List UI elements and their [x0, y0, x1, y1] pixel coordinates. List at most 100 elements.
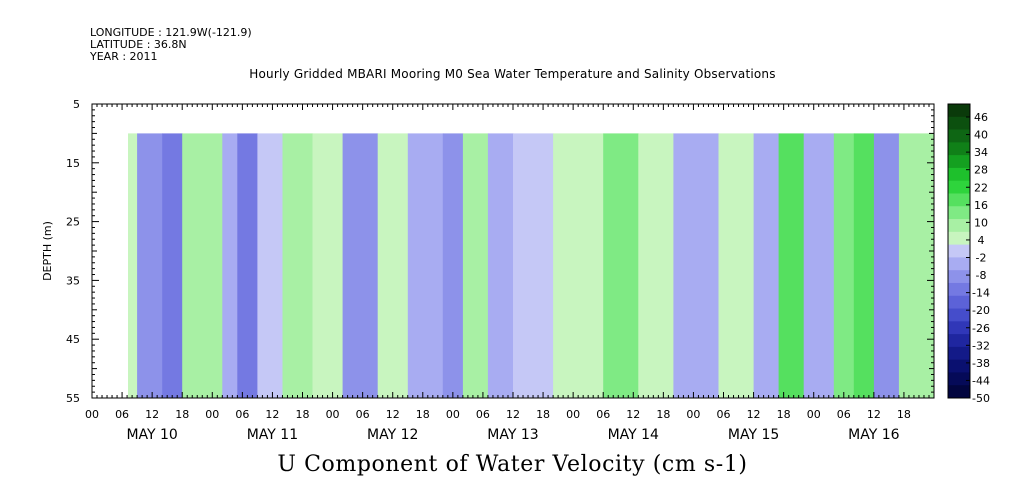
heatmap-band — [407, 133, 444, 398]
colorbar-label: 34 — [974, 146, 988, 159]
colorbar-label: -2 — [976, 252, 987, 265]
y-tick-label: 25 — [66, 216, 80, 229]
x-day-label: MAY 16 — [848, 427, 899, 443]
heatmap-band — [222, 133, 238, 398]
x-day-label: MAY 10 — [126, 427, 177, 443]
colorbar-swatch — [948, 346, 970, 361]
y-tick-label: 5 — [73, 98, 80, 111]
x-day-label: MAY 15 — [728, 427, 779, 443]
heatmap-field — [128, 133, 934, 398]
heatmap-band — [803, 133, 835, 398]
x-hour-label: 00 — [326, 408, 340, 421]
colorbar-swatch — [948, 129, 970, 143]
colorbar-swatch — [948, 270, 970, 284]
x-hour-label: 18 — [296, 408, 310, 421]
colorbar-swatch — [948, 321, 970, 335]
colorbar-label: -50 — [972, 392, 990, 405]
colorbar-swatch — [948, 282, 970, 297]
x-hour-label: 12 — [386, 408, 400, 421]
heatmap-band — [638, 133, 674, 398]
colorbar-swatch — [948, 308, 970, 322]
x-day-label: MAY 13 — [487, 427, 538, 443]
heatmap-band — [282, 133, 314, 398]
x-hour-label: 18 — [777, 408, 791, 421]
heatmap-band — [462, 133, 489, 398]
x-hour-label: 06 — [596, 408, 610, 421]
x-hour-label: 00 — [85, 408, 99, 421]
colorbar-swatch — [948, 359, 970, 373]
heatmap-band — [603, 133, 639, 398]
heatmap-band — [873, 133, 900, 398]
colorbar-swatch — [948, 180, 970, 194]
x-hour-label: 18 — [656, 408, 670, 421]
colorbar-swatch — [948, 104, 970, 118]
heatmap-band — [853, 133, 875, 398]
variable-label: U Component of Water Velocity (cm s-1) — [277, 452, 748, 477]
y-tick-label: 35 — [66, 274, 80, 287]
colorbar-label: 46 — [974, 111, 988, 124]
year-label: YEAR : 2011 — [90, 50, 158, 63]
x-hour-label: 12 — [747, 408, 761, 421]
heatmap-band — [442, 133, 464, 398]
x-hour-label: 06 — [235, 408, 249, 421]
colorbar-swatch — [948, 244, 970, 258]
x-hour-label: 18 — [536, 408, 550, 421]
x-hour-label: 12 — [867, 408, 881, 421]
x-hour-label: 06 — [356, 408, 370, 421]
x-hour-label: 00 — [446, 408, 460, 421]
colorbar-swatch — [948, 219, 970, 233]
x-hour-label: 12 — [506, 408, 520, 421]
colorbar-swatch — [948, 206, 970, 220]
heatmap-band — [312, 133, 344, 398]
heatmap-band — [898, 133, 934, 398]
colorbar-swatch — [948, 193, 970, 207]
colorbar-label: 4 — [978, 234, 985, 247]
x-day-label: MAY 12 — [367, 427, 418, 443]
colorbar-swatch — [948, 257, 970, 271]
x-hour-label: 06 — [476, 408, 490, 421]
x-hour-label: 12 — [145, 408, 159, 421]
heatmap-band — [753, 133, 780, 398]
heatmap-band — [778, 133, 805, 398]
colorbar-label: -38 — [972, 357, 990, 370]
heatmap-band — [257, 133, 284, 398]
heatmap-band — [342, 133, 379, 398]
colorbar-label: -26 — [972, 322, 990, 335]
heatmap-band — [162, 133, 183, 398]
colorbar-swatch — [948, 155, 970, 169]
colorbar-label: -32 — [972, 339, 990, 352]
chart-title: Hourly Gridded MBARI Mooring M0 Sea Wate… — [249, 67, 776, 81]
heatmap-band — [673, 133, 720, 398]
x-hour-label: 18 — [897, 408, 911, 421]
colorbar-label: 40 — [974, 129, 988, 142]
y-axis: 5 15 25 35 45 55 — [66, 98, 934, 405]
colorbar-swatch — [948, 167, 970, 182]
x-day-label: MAY 11 — [247, 427, 298, 443]
x-hour-label: 18 — [416, 408, 430, 421]
x-hour-label: 00 — [686, 408, 700, 421]
x-hour-label: 06 — [115, 408, 129, 421]
x-hour-label: 18 — [175, 408, 189, 421]
colorbar-swatch — [948, 116, 970, 130]
colorbar-swatch — [948, 334, 970, 348]
y-tick-label: 45 — [66, 333, 80, 346]
heatmap-band — [487, 133, 514, 398]
latitude-label: LATITUDE : 36.8N — [90, 38, 187, 51]
colorbar-label: 10 — [974, 216, 988, 229]
colorbar-label: -14 — [972, 287, 990, 300]
colorbar-label: 16 — [974, 199, 988, 212]
x-hour-label: 12 — [265, 408, 279, 421]
colorbar-swatch — [948, 372, 970, 386]
heatmap-band — [833, 133, 855, 398]
x-hour-label: 06 — [717, 408, 731, 421]
colorbar-swatch — [948, 385, 970, 399]
y-tick-label: 15 — [66, 157, 80, 170]
colorbar-label: -44 — [972, 374, 990, 387]
heatmap-band — [513, 133, 554, 398]
y-tick-label: 55 — [66, 392, 80, 405]
colorbar-swatch — [948, 142, 970, 156]
heatmap-band — [137, 133, 163, 398]
x-hour-label: 00 — [807, 408, 821, 421]
x-hour-label: 06 — [837, 408, 851, 421]
